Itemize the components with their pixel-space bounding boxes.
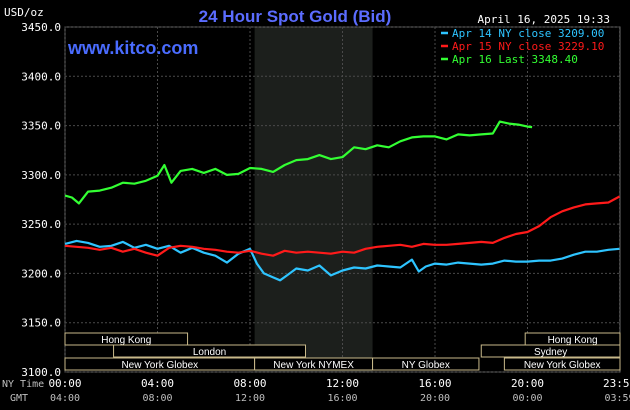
session-bar	[372, 357, 480, 371]
session-label: Hong Kong	[548, 335, 598, 346]
grid-lines	[64, 26, 621, 373]
x-tick-labels: 00:00 04:00 04:00 08:00 08:00 12:00 12:00 16:00…	[48, 377, 630, 404]
x-tick-gmt: 20:00	[420, 393, 450, 404]
x-tick-gmt: 00:00	[512, 393, 542, 404]
x-tick-ny: 08:00	[233, 377, 266, 390]
watermark-kitco: www.kitco.com	[67, 38, 198, 58]
y-tick-labels: 3450.0 3400.0 3350.0 3300.0 3250.0 3200.0 3150…	[21, 21, 61, 379]
price-series	[64, 120, 621, 282]
x-tick-ny: 20:00	[511, 377, 544, 390]
y-tick-label: 3100.0	[21, 366, 61, 379]
y-tick-label: 3350.0	[21, 120, 61, 133]
legend-entry: Apr 15 NY close 3229.10	[452, 40, 604, 53]
session-label: New York Globex	[524, 360, 601, 371]
session-label: NY Globex	[402, 360, 450, 371]
y-tick-label: 3150.0	[21, 317, 61, 330]
session-label: London	[193, 347, 226, 358]
x-tick-ny: 04:00	[141, 377, 174, 390]
session-bar	[503, 357, 621, 371]
y-tick-label: 3200.0	[21, 267, 61, 280]
series-line-0	[64, 239, 620, 282]
x-tick-ny: 16:00	[418, 377, 451, 390]
y-tick-label: 3300.0	[21, 169, 61, 182]
session-label: Sydney	[534, 347, 567, 358]
y-tick-label: 3250.0	[21, 218, 61, 231]
x-axis-ny-label: NY Time	[2, 379, 44, 390]
y-tick-label: 3400.0	[21, 70, 61, 83]
session-label: Hong Kong	[101, 335, 151, 346]
x-tick-gmt: 16:00	[327, 393, 357, 404]
market-session-bars: Hong Kong London New York Globex New York N…	[64, 332, 621, 371]
series-line-1	[64, 195, 621, 257]
x-tick-ny: 23:59	[603, 377, 630, 390]
chart-timestamp: April 16, 2025 19:33	[478, 13, 610, 26]
session-label: New York Globex	[121, 360, 198, 371]
x-tick-gmt: 03:59	[604, 393, 630, 404]
session-label: New York NYMEX	[273, 360, 354, 371]
y-axis-label: USD/oz	[4, 6, 44, 19]
session-bar	[113, 344, 306, 358]
x-tick-ny: 00:00	[48, 377, 81, 390]
x-tick-gmt: 04:00	[50, 393, 80, 404]
x-tick-gmt: 08:00	[142, 393, 172, 404]
x-tick-ny: 12:00	[326, 377, 359, 390]
x-axis-gmt-label: GMT	[10, 393, 28, 404]
y-tick-label: 3450.0	[21, 21, 61, 34]
nymex-session-band	[254, 27, 373, 372]
chart-title: 24 Hour Spot Gold (Bid)	[199, 7, 392, 26]
legend-entry: Apr 14 NY close 3209.00	[452, 27, 604, 40]
legend-entry: Apr 16 Last 3348.40	[452, 53, 578, 66]
x-tick-gmt: 12:00	[235, 393, 265, 404]
session-bar	[480, 344, 621, 358]
series-line-2	[64, 120, 533, 205]
